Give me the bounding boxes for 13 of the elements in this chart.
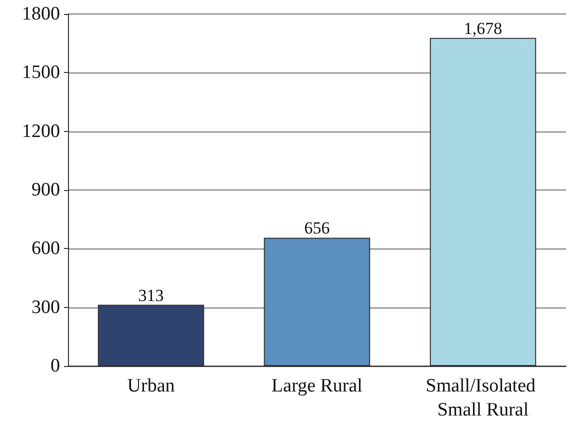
data-label: 313 xyxy=(138,286,164,305)
y-tick-label: 1500 xyxy=(22,62,60,84)
y-tick-label: 1800 xyxy=(22,4,60,24)
x-tick-label: Small/Isolated Small Rural xyxy=(426,376,540,420)
y-tick-label: 900 xyxy=(32,180,60,200)
y-tick-label: 0 xyxy=(50,356,60,376)
data-label: 656 xyxy=(304,218,330,238)
y-tick-label: 600 xyxy=(32,238,60,260)
x-tick-label: Large Rural xyxy=(272,376,362,396)
data-label: 1,678 xyxy=(464,18,502,38)
y-tick-label: 300 xyxy=(32,296,60,318)
x-tick-label: Urban xyxy=(127,376,176,396)
y-tick-label: 1200 xyxy=(22,120,60,142)
